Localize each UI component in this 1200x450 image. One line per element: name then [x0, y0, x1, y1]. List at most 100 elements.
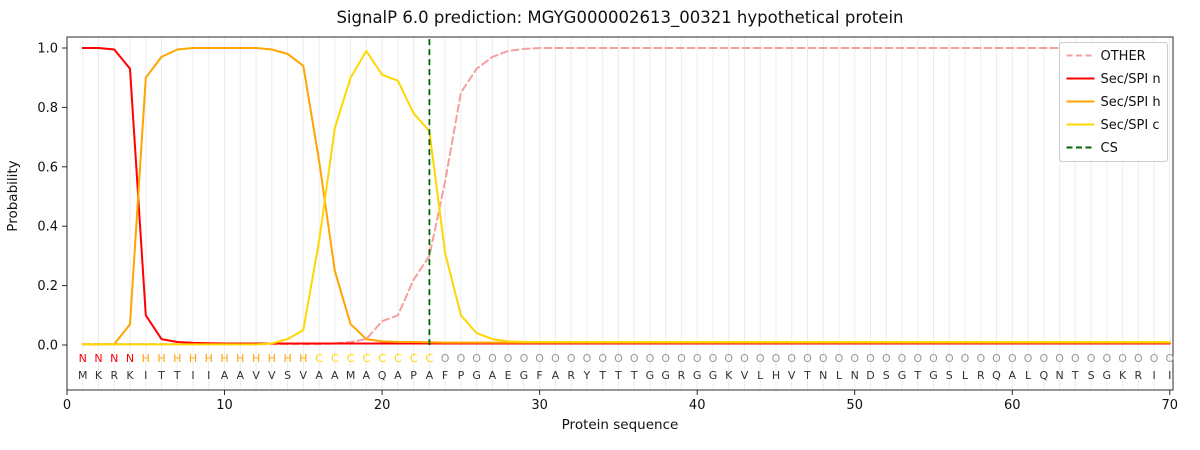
- region-label: O: [803, 352, 812, 365]
- region-label: H: [236, 352, 244, 365]
- region-label: O: [709, 352, 718, 365]
- residue-letter: I: [1152, 369, 1155, 382]
- residue-letter: M: [78, 369, 88, 382]
- residue-letter: S: [883, 369, 890, 382]
- region-label: C: [426, 352, 434, 365]
- region-label: O: [1087, 352, 1096, 365]
- region-label: H: [283, 352, 291, 365]
- residue-letter: A: [315, 369, 323, 382]
- residue-letter: Y: [583, 369, 591, 382]
- residue-letter: A: [363, 369, 371, 382]
- region-label: O: [551, 352, 560, 365]
- residue-letter: G: [661, 369, 670, 382]
- region-label: O: [1008, 352, 1017, 365]
- region-label: O: [1134, 352, 1143, 365]
- region-label: O: [567, 352, 576, 365]
- residue-letter: K: [95, 369, 103, 382]
- residue-letter: N: [819, 369, 827, 382]
- y-tick-label: 0.4: [37, 220, 58, 235]
- residue-letter: I: [191, 369, 194, 382]
- residue-letter: H: [772, 369, 780, 382]
- residue-letter: I: [144, 369, 147, 382]
- region-label: O: [913, 352, 922, 365]
- residue-letter: T: [913, 369, 921, 382]
- region-label: H: [189, 352, 197, 365]
- sequence-letter-rows: NMNKNRNKHIHTHTHIHIHAHAHVHVHSHVCACACMCACQ…: [78, 352, 1174, 382]
- region-label: O: [693, 352, 702, 365]
- residue-letter: T: [157, 369, 165, 382]
- residue-letter: A: [552, 369, 560, 382]
- region-label: O: [1071, 352, 1080, 365]
- residue-letter: R: [977, 369, 985, 382]
- legend: OTHER Sec/SPI n Sec/SPI h Sec/SPI c CS: [1059, 42, 1168, 162]
- series-line-sec-spi-n: [81, 47, 1171, 345]
- region-label: H: [205, 352, 213, 365]
- legend-box: [1059, 42, 1168, 162]
- gridlines: [82, 37, 1171, 390]
- y-tick-label: 1.0: [37, 42, 58, 57]
- y-tick-label: 0.2: [37, 279, 58, 294]
- region-label: O: [835, 352, 844, 365]
- residue-letter: L: [836, 369, 843, 382]
- region-label: O: [1024, 352, 1033, 365]
- region-label: O: [472, 352, 481, 365]
- x-tick-label: 60: [1004, 398, 1021, 413]
- region-label: O: [882, 352, 891, 365]
- region-label: N: [110, 352, 118, 365]
- residue-letter: N: [1055, 369, 1063, 382]
- residue-letter: K: [725, 369, 733, 382]
- region-label: O: [535, 352, 544, 365]
- region-label: C: [394, 352, 402, 365]
- region-label: H: [142, 352, 150, 365]
- residue-letter: G: [693, 369, 702, 382]
- region-label: H: [299, 352, 307, 365]
- residue-letter: L: [1025, 369, 1032, 382]
- residue-letter: M: [346, 369, 356, 382]
- residue-letter: L: [757, 369, 764, 382]
- region-label: O: [772, 352, 781, 365]
- region-label: O: [488, 352, 497, 365]
- residue-letter: T: [803, 369, 811, 382]
- region-label: O: [677, 352, 686, 365]
- region-label: N: [126, 352, 134, 365]
- x-tick-label: 10: [216, 398, 233, 413]
- x-tick-label: 0: [63, 398, 71, 413]
- residue-letter: A: [1009, 369, 1017, 382]
- residue-letter: P: [458, 369, 465, 382]
- residue-letter: G: [929, 369, 938, 382]
- region-label: O: [661, 352, 670, 365]
- residue-letter: K: [126, 369, 134, 382]
- region-label: O: [457, 352, 466, 365]
- residue-letter: S: [284, 369, 291, 382]
- residue-letter: A: [331, 369, 339, 382]
- residue-letter: A: [394, 369, 402, 382]
- region-label: O: [630, 352, 639, 365]
- region-label: N: [94, 352, 102, 365]
- residue-letter: G: [1103, 369, 1112, 382]
- region-label: H: [268, 352, 276, 365]
- residue-letter: R: [567, 369, 575, 382]
- region-label: H: [173, 352, 181, 365]
- x-axis-label: Protein sequence: [562, 417, 679, 433]
- residue-letter: R: [1134, 369, 1142, 382]
- residue-letter: A: [426, 369, 434, 382]
- region-label: O: [819, 352, 828, 365]
- series-line-sec-spi-h: [81, 47, 1171, 346]
- residue-letter: I: [207, 369, 210, 382]
- region-label: O: [1055, 352, 1064, 365]
- region-label: O: [1039, 352, 1048, 365]
- series-line-sec-spi-c: [81, 50, 1171, 346]
- region-label: C: [315, 352, 323, 365]
- residue-letter: V: [268, 369, 276, 382]
- legend-label-sec-spi-h: Sec/SPI h: [1101, 95, 1161, 110]
- region-label: O: [740, 352, 749, 365]
- region-label: O: [1118, 352, 1127, 365]
- chart-title: SignalP 6.0 prediction: MGYG000002613_00…: [336, 8, 903, 28]
- region-label: C: [331, 352, 339, 365]
- legend-label-other: OTHER: [1101, 49, 1146, 64]
- y-tick-label: 0.6: [37, 160, 58, 175]
- region-label: O: [520, 352, 529, 365]
- residue-letter: F: [536, 369, 542, 382]
